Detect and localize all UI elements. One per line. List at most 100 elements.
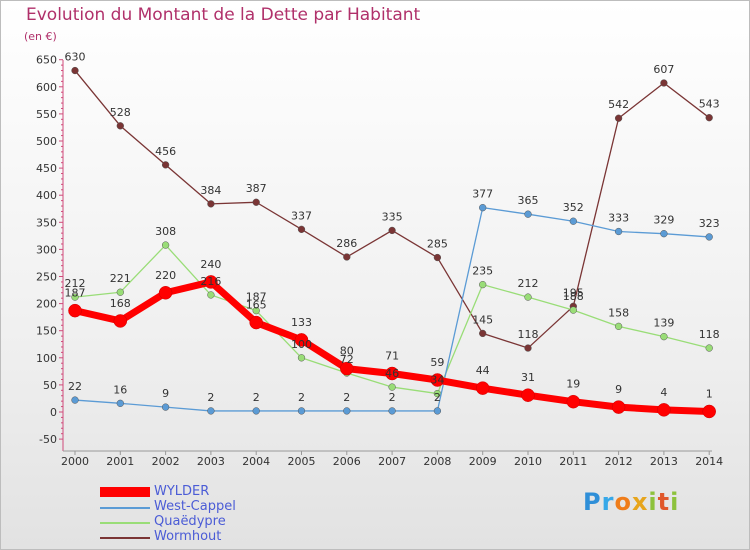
data-label-quaedypre: 187: [246, 291, 267, 304]
y-tick-label: 350: [36, 216, 57, 229]
data-point-west-cappel: [614, 227, 623, 236]
data-label-quaedypre: 158: [608, 306, 629, 319]
data-label-wormhout: 195: [563, 286, 584, 299]
data-label-wormhout: 285: [427, 238, 448, 251]
data-label-wylder: 80: [340, 345, 354, 358]
data-point-wormhout: [252, 198, 260, 206]
data-point-wylder: [611, 400, 626, 414]
y-tick-label: 250: [36, 271, 57, 284]
data-point-wylder: [430, 373, 445, 387]
data-label-wylder: 59: [430, 356, 444, 369]
data-point-west-cappel: [71, 396, 79, 404]
data-label-west-cappel: 2: [298, 391, 305, 404]
data-label-wormhout: 543: [699, 98, 720, 111]
data-label-wormhout: 542: [608, 98, 629, 111]
data-point-west-cappel: [161, 403, 170, 411]
data-label-wylder: 9: [615, 383, 622, 396]
data-point-west-cappel: [479, 204, 487, 212]
data-label-wylder: 1: [706, 387, 713, 400]
x-tick-label: 2001: [106, 455, 134, 468]
data-label-wylder: 19: [566, 378, 580, 391]
data-label-west-cappel: 2: [343, 391, 350, 404]
chart-title: Evolution du Montant de la Dette par Hab…: [26, 5, 421, 25]
data-label-quaedypre: 221: [110, 272, 131, 285]
data-label-wylder: 187: [65, 287, 86, 300]
data-point-wylder: [68, 303, 82, 318]
y-tick-label: 150: [36, 325, 57, 338]
data-point-wormhout: [705, 114, 713, 122]
data-point-wormhout: [479, 329, 487, 338]
data-label-wylder: 220: [155, 269, 176, 282]
data-label-wylder: 44: [476, 364, 490, 377]
data-label-quaedypre: 212: [65, 277, 86, 290]
y-tick-label: 450: [36, 162, 57, 175]
data-label-wormhout: 384: [200, 184, 221, 197]
data-point-quaedypre: [569, 306, 577, 314]
data-point-quaedypre: [705, 344, 713, 352]
data-label-quaedypre: 100: [291, 338, 312, 351]
data-label-west-cappel: 2: [207, 391, 214, 404]
data-point-wylder: [702, 404, 716, 419]
legend-label-quaedypre: Quaëdypre: [154, 514, 226, 529]
x-tick-label: 2011: [559, 455, 587, 468]
data-point-wormhout: [207, 200, 215, 208]
data-label-quaedypre: 118: [699, 328, 720, 341]
data-label-west-cappel: 22: [68, 380, 82, 393]
data-point-wylder: [340, 361, 354, 376]
data-label-west-cappel: 16: [113, 383, 127, 396]
data-label-quaedypre: 308: [155, 225, 176, 238]
data-label-wormhout: 607: [653, 63, 674, 76]
data-point-wormhout: [116, 122, 124, 130]
legend-label-west-cappel: West-Cappel: [154, 499, 236, 514]
data-point-west-cappel: [433, 407, 442, 415]
y-tick-label: 0: [50, 406, 57, 419]
legend-item-wylder: WYLDER: [100, 484, 300, 500]
data-point-wylder: [113, 314, 128, 328]
legend-swatch-west-cappel: [100, 507, 150, 509]
y-tick-label: 50: [43, 379, 57, 392]
data-label-wylder: 165: [246, 299, 267, 312]
y-tick-label: 200: [36, 298, 57, 311]
data-point-west-cappel: [116, 399, 124, 407]
data-label-west-cappel: 323: [699, 217, 720, 230]
x-tick-label: 2009: [469, 455, 497, 468]
x-tick-label: 2007: [378, 455, 406, 468]
legend-item-quaedypre: Quaëdypre: [100, 514, 300, 530]
data-label-wylder: 4: [660, 386, 667, 399]
data-label-wormhout: 337: [291, 209, 312, 222]
data-label-west-cappel: 9: [162, 387, 169, 400]
x-tick-label: 2005: [288, 455, 316, 468]
data-point-west-cappel: [660, 230, 668, 238]
data-label-west-cappel: 333: [608, 212, 629, 225]
data-label-wormhout: 286: [336, 237, 357, 250]
data-label-quaedypre: 216: [200, 275, 221, 288]
data-point-wormhout: [161, 161, 170, 169]
data-label-wylder: 240: [200, 258, 221, 271]
x-tick-label: 2012: [605, 455, 633, 468]
data-point-quaedypre: [614, 322, 623, 331]
data-label-quaedypre: 34: [430, 374, 444, 387]
data-point-wylder: [521, 388, 535, 402]
data-point-wylder: [204, 275, 218, 289]
data-point-wormhout: [343, 253, 351, 261]
unit-label: (en €): [24, 30, 57, 43]
data-point-wormhout: [388, 226, 396, 235]
data-point-west-cappel: [705, 233, 713, 241]
data-point-wylder: [158, 286, 173, 300]
data-point-quaedypre: [660, 333, 668, 341]
data-point-quaedypre: [71, 293, 79, 301]
y-tick-label: 300: [36, 243, 57, 256]
legend-label-wylder: WYLDER: [154, 484, 210, 499]
x-tick-label: 2003: [197, 455, 225, 468]
data-label-west-cappel: 2: [434, 391, 441, 404]
legend-item-west-cappel: West-Cappel: [100, 499, 300, 515]
data-label-west-cappel: 2: [389, 391, 396, 404]
data-label-quaedypre: 235: [472, 265, 493, 278]
data-label-west-cappel: 329: [653, 214, 674, 227]
legend: WYLDER West-Cappel Quaëdypre Wormhout: [100, 484, 300, 545]
data-label-wormhout: 145: [472, 313, 493, 326]
y-tick-label: 650: [36, 54, 57, 67]
legend-swatch-wylder: [100, 487, 150, 497]
